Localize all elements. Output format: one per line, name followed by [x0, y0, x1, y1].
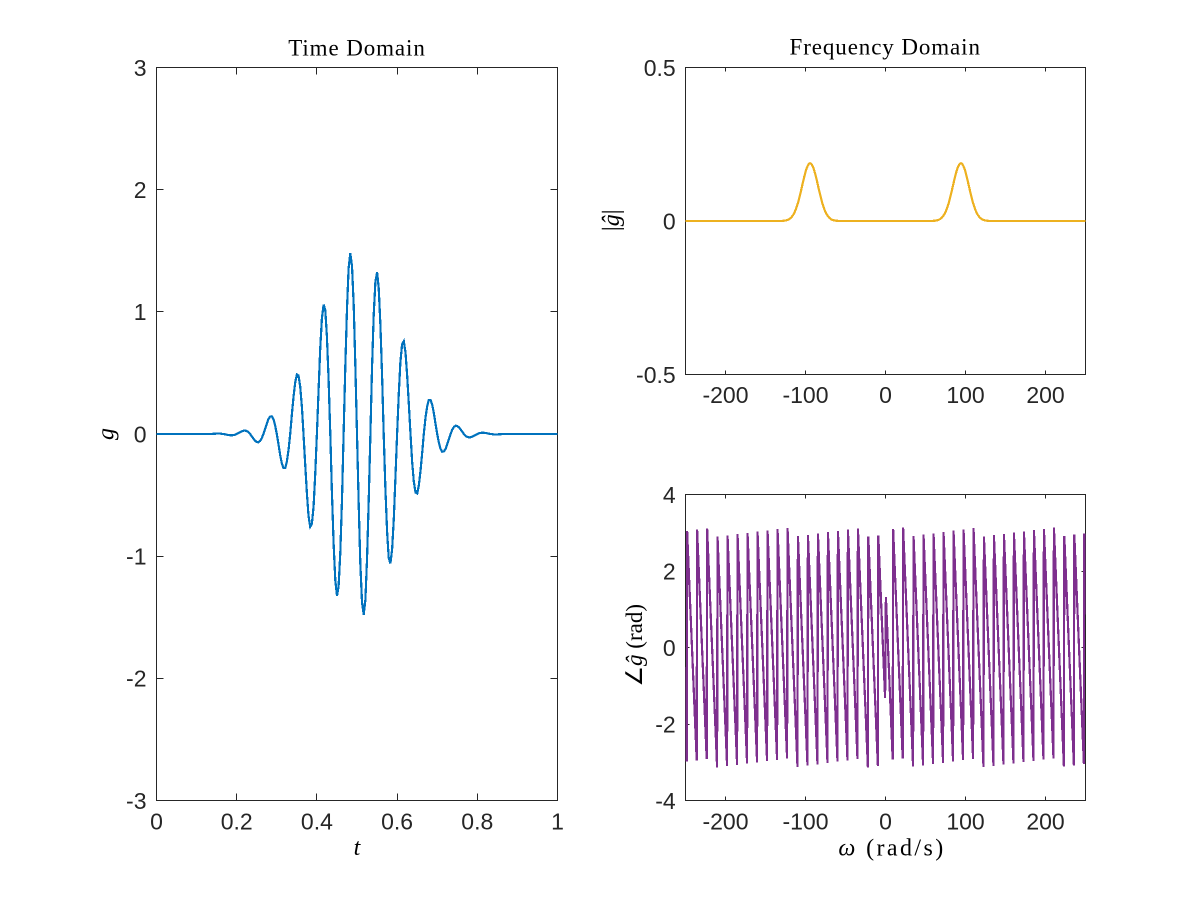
svg-text:0.2: 0.2 — [221, 808, 253, 834]
svg-text:200: 200 — [1026, 382, 1064, 408]
svg-text:t: t — [354, 835, 362, 861]
svg-text:100: 100 — [946, 382, 984, 408]
svg-text:-2: -2 — [126, 666, 146, 692]
svg-text:100: 100 — [946, 808, 984, 834]
svg-text:0.4: 0.4 — [301, 808, 333, 834]
svg-text:3: 3 — [134, 55, 147, 81]
svg-text:0: 0 — [134, 421, 147, 447]
svg-text:|ĝ|: |ĝ| — [599, 209, 625, 231]
svg-text:0.5: 0.5 — [644, 55, 676, 81]
svg-text:-100: -100 — [782, 808, 828, 834]
svg-text:0: 0 — [150, 808, 163, 834]
svg-text:2: 2 — [134, 177, 147, 203]
svg-text:-2: -2 — [655, 711, 675, 737]
svg-text:1: 1 — [134, 299, 147, 325]
svg-text:2: 2 — [663, 558, 676, 584]
svg-text:0.8: 0.8 — [461, 808, 493, 834]
svg-text:0: 0 — [663, 208, 676, 234]
svg-text:-200: -200 — [702, 382, 748, 408]
svg-text:-3: -3 — [126, 788, 146, 814]
svg-text:0: 0 — [879, 382, 892, 408]
svg-text:ω (rad/s): ω (rad/s) — [838, 836, 945, 862]
svg-text:Time Domain: Time Domain — [288, 35, 425, 60]
svg-text:-0.5: -0.5 — [636, 362, 676, 388]
svg-text:-4: -4 — [655, 788, 676, 814]
svg-text:g: g — [94, 428, 120, 440]
svg-text:1: 1 — [551, 808, 564, 834]
svg-text:4: 4 — [663, 482, 676, 508]
svg-text:-200: -200 — [702, 808, 748, 834]
svg-text:200: 200 — [1026, 808, 1064, 834]
svg-text:0: 0 — [879, 808, 892, 834]
svg-text:-100: -100 — [782, 382, 828, 408]
svg-text:Frequency Domain: Frequency Domain — [790, 35, 981, 60]
svg-text:∠ĝ (rad): ∠ĝ (rad) — [622, 604, 647, 687]
svg-text:-1: -1 — [126, 544, 146, 570]
svg-text:0: 0 — [663, 635, 676, 661]
svg-text:0.6: 0.6 — [381, 808, 413, 834]
